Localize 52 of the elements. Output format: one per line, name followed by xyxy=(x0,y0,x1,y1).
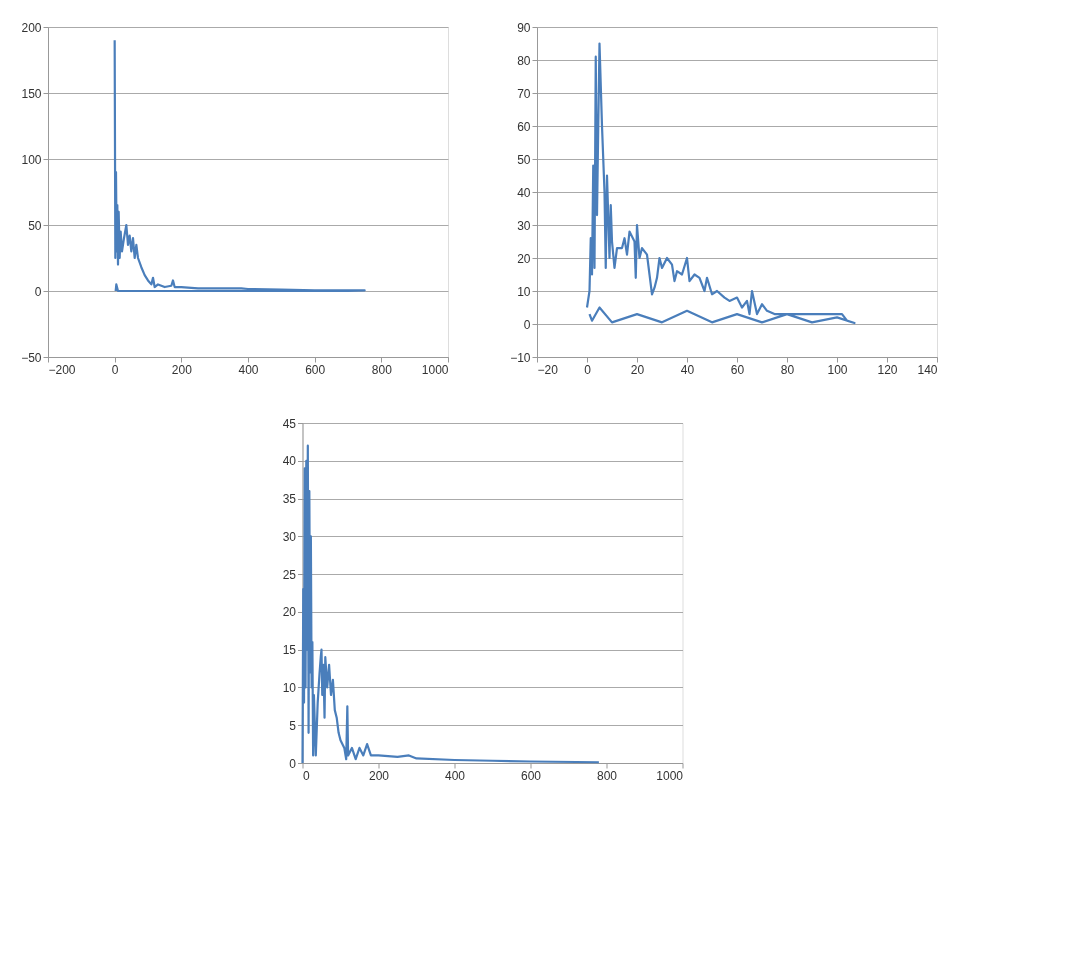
x-tick-label: 100 xyxy=(827,362,848,377)
y-tick-label: 45 xyxy=(282,416,297,431)
x-tick-label: 40 xyxy=(680,362,695,377)
y-tick-label: 40 xyxy=(517,185,531,200)
y-tick-label: 150 xyxy=(21,86,42,101)
x-tick-label: 140 xyxy=(917,362,938,377)
y-tick-label: −10 xyxy=(510,350,531,365)
y-tick-label: 0 xyxy=(289,756,297,771)
x-tick-label: 1000 xyxy=(421,362,449,377)
y-tick-label: 90 xyxy=(517,20,531,35)
line-series xyxy=(113,39,366,293)
y-tick-label: 20 xyxy=(517,251,531,266)
x-tick-label: 800 xyxy=(596,768,618,783)
x-tick-label: −200 xyxy=(48,362,76,377)
y-tick-label: 70 xyxy=(517,86,531,101)
y-tick-label: 10 xyxy=(517,284,531,299)
y-tick-label: −50 xyxy=(21,350,42,365)
y-tick-label: 25 xyxy=(282,567,297,582)
y-tick-label: 50 xyxy=(517,152,531,167)
y-tick-label: 35 xyxy=(282,492,297,507)
x-tick-label: 200 xyxy=(368,768,390,783)
x-tick-label: 80 xyxy=(780,362,795,377)
y-tick-label: 0 xyxy=(34,284,42,299)
x-tick-label: 0 xyxy=(303,768,310,783)
x-tick-label: 400 xyxy=(238,362,259,377)
y-tick-label: 10 xyxy=(282,680,297,695)
x-tick-label: 400 xyxy=(444,768,466,783)
x-tick-label: 600 xyxy=(520,768,542,783)
y-tick-label: 200 xyxy=(21,20,42,35)
y-tick-label: 40 xyxy=(282,454,297,469)
x-tick-label: 200 xyxy=(171,362,193,377)
y-tick-label: 15 xyxy=(282,643,297,658)
y-tick-label: 100 xyxy=(21,152,42,167)
x-tick-label: 20 xyxy=(630,362,645,377)
x-tick-label: 1000 xyxy=(656,768,684,783)
y-tick-label: 5 xyxy=(289,718,297,733)
y-tick-label: 30 xyxy=(517,218,531,233)
y-tick-label: 80 xyxy=(517,53,531,68)
y-tick-label: 30 xyxy=(282,529,297,544)
line-series xyxy=(585,42,856,325)
x-tick-label: 800 xyxy=(371,362,393,377)
y-tick-label: 0 xyxy=(523,317,531,332)
y-tick-label: 20 xyxy=(282,605,297,620)
x-tick-label: 120 xyxy=(877,362,898,377)
x-tick-label: −20 xyxy=(537,362,559,377)
x-tick-label: 0 xyxy=(584,362,592,377)
y-tick-label: 50 xyxy=(28,218,42,233)
line-series xyxy=(301,444,600,765)
y-tick-label: 60 xyxy=(517,119,531,134)
x-tick-label: 60 xyxy=(730,362,745,377)
x-tick-label: 600 xyxy=(305,362,326,377)
x-tick-label: 0 xyxy=(111,362,119,377)
